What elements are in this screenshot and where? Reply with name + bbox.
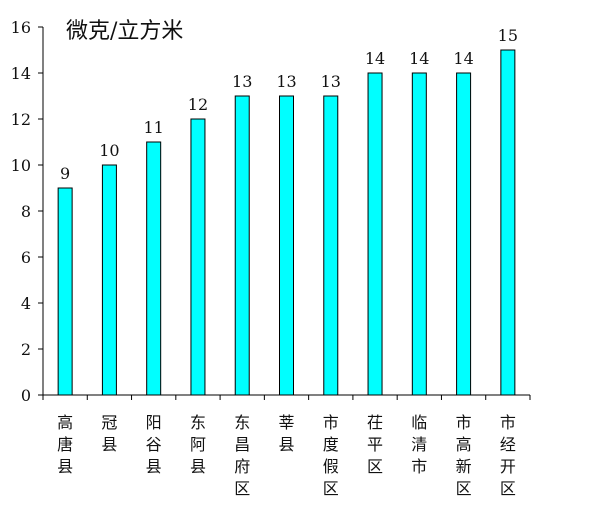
- y-axis: 0 2 4 6 8 10 12 14 16: [11, 18, 44, 405]
- bar: [279, 95, 294, 396]
- bar: [57, 187, 73, 396]
- bar: [146, 141, 162, 396]
- y-tick-label: 6: [21, 248, 31, 267]
- data-label: 13: [232, 72, 252, 91]
- bar: [190, 118, 206, 396]
- bar: [456, 72, 472, 396]
- data-label: 10: [99, 141, 119, 160]
- category-label: 市经开区: [500, 413, 516, 498]
- bar: [323, 95, 339, 396]
- category-label: 市度假区: [323, 413, 339, 498]
- category-label: 市高新区: [456, 413, 472, 498]
- data-label: 12: [188, 95, 208, 114]
- category-labels: 高唐县 冠县 阳谷县 东阿县 东昌府区 莘县 市度假区 茌平区 临清市 市高新区 市经开区: [57, 413, 516, 498]
- y-tick-label: 0: [21, 386, 31, 405]
- unit-label: 微克/立方米: [66, 19, 183, 44]
- data-label: 14: [409, 49, 429, 68]
- y-tick-label: 16: [11, 18, 31, 37]
- bar: [101, 164, 117, 396]
- category-label: 东阿县: [190, 413, 206, 476]
- y-tick-label: 2: [21, 340, 31, 359]
- data-label: 14: [453, 49, 473, 68]
- category-label: 高唐县: [57, 413, 73, 476]
- y-tick-label: 8: [21, 202, 31, 221]
- y-tick-label: 12: [11, 110, 31, 129]
- data-label: 13: [276, 72, 296, 91]
- y-tick-label: 10: [11, 156, 31, 175]
- bar: [500, 49, 516, 396]
- data-label: 15: [498, 26, 518, 45]
- category-label: 茌平区: [367, 413, 383, 476]
- bar: [367, 72, 383, 396]
- category-label: 冠县: [101, 413, 117, 454]
- y-tick-label: 4: [21, 294, 31, 313]
- y-tick-label: 14: [11, 64, 31, 83]
- category-label: 临清市: [411, 413, 427, 476]
- data-label: 11: [144, 118, 164, 137]
- category-label: 莘县: [278, 413, 294, 454]
- bars: [57, 49, 516, 396]
- x-axis: [42, 394, 531, 400]
- data-label: 14: [365, 49, 385, 68]
- data-label: 13: [321, 72, 341, 91]
- bar: [234, 95, 250, 396]
- data-labels: 9 10 11 12 13 13 13 14 14 14 15: [60, 26, 518, 183]
- bar: [411, 72, 427, 396]
- category-label: 东昌府区: [234, 413, 250, 498]
- data-label: 9: [60, 164, 70, 183]
- category-label: 阳谷县: [146, 413, 162, 476]
